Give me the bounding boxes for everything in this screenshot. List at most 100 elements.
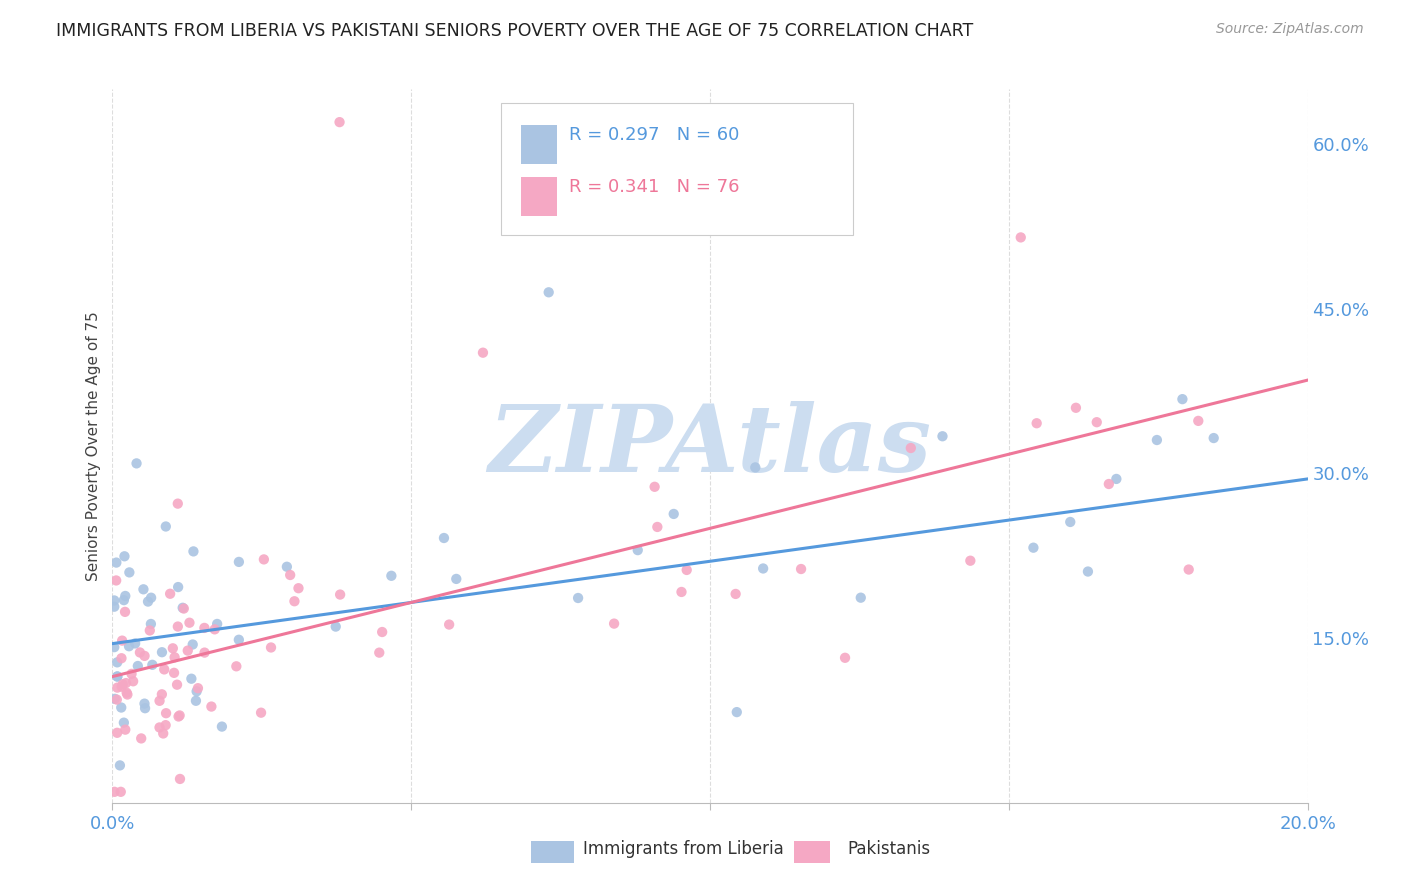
- Point: [752, 561, 775, 575]
- Point: [228, 555, 250, 569]
- Point: [184, 694, 207, 708]
- Point: [662, 507, 685, 521]
- Point: [163, 650, 186, 665]
- Point: [644, 480, 666, 494]
- Point: [647, 520, 669, 534]
- Point: [110, 651, 132, 665]
- Point: [121, 666, 143, 681]
- Point: [162, 641, 184, 656]
- Point: [834, 650, 856, 665]
- Point: [103, 593, 125, 607]
- Point: [105, 726, 128, 740]
- Point: [139, 591, 162, 605]
- Point: [115, 686, 138, 700]
- Point: [1085, 415, 1108, 429]
- Point: [110, 785, 132, 799]
- Text: Pakistanis: Pakistanis: [848, 840, 931, 858]
- Point: [1171, 392, 1194, 406]
- Point: [204, 623, 226, 637]
- Point: [139, 617, 162, 632]
- Point: [180, 672, 202, 686]
- Point: [725, 705, 748, 719]
- Point: [172, 600, 194, 615]
- Text: ZIPAtlas: ZIPAtlas: [488, 401, 932, 491]
- Text: Immigrants from Liberia: Immigrants from Liberia: [583, 840, 785, 858]
- Point: [567, 591, 589, 605]
- Text: R = 0.297   N = 60: R = 0.297 N = 60: [569, 127, 740, 145]
- Point: [537, 285, 560, 300]
- Point: [253, 552, 276, 566]
- Point: [105, 669, 128, 683]
- Point: [173, 601, 195, 615]
- Point: [211, 720, 233, 734]
- Point: [446, 572, 468, 586]
- FancyBboxPatch shape: [522, 125, 557, 164]
- Point: [166, 619, 188, 633]
- Point: [368, 646, 391, 660]
- Point: [225, 659, 247, 673]
- FancyBboxPatch shape: [501, 103, 853, 235]
- Point: [328, 115, 352, 129]
- Point: [148, 721, 170, 735]
- Point: [141, 657, 163, 672]
- Point: [105, 681, 128, 695]
- Point: [134, 648, 156, 663]
- Point: [287, 581, 309, 595]
- Point: [103, 640, 125, 655]
- Point: [167, 709, 190, 723]
- Point: [1059, 515, 1081, 529]
- Point: [1105, 472, 1128, 486]
- Point: [1010, 230, 1032, 244]
- Point: [105, 692, 128, 706]
- Point: [103, 785, 125, 799]
- Point: [114, 589, 136, 603]
- Point: [1022, 541, 1045, 555]
- Text: R = 0.341   N = 76: R = 0.341 N = 76: [569, 178, 740, 196]
- Point: [1177, 562, 1199, 576]
- Point: [122, 674, 145, 689]
- Point: [115, 676, 138, 690]
- Point: [276, 559, 298, 574]
- Point: [169, 772, 191, 786]
- Point: [118, 639, 141, 653]
- Point: [112, 593, 135, 607]
- Point: [166, 678, 188, 692]
- Point: [129, 731, 152, 746]
- Point: [1025, 416, 1047, 430]
- Point: [155, 718, 177, 732]
- Point: [134, 701, 156, 715]
- Point: [179, 615, 201, 630]
- Point: [163, 665, 186, 680]
- Point: [250, 706, 273, 720]
- Point: [671, 585, 693, 599]
- Point: [260, 640, 283, 655]
- Point: [627, 543, 650, 558]
- Point: [1064, 401, 1087, 415]
- Point: [105, 574, 128, 588]
- Point: [183, 544, 205, 558]
- Point: [104, 691, 127, 706]
- Point: [105, 556, 128, 570]
- Point: [186, 684, 208, 698]
- Point: [1202, 431, 1225, 445]
- Point: [124, 636, 146, 650]
- Point: [603, 616, 626, 631]
- Point: [114, 549, 136, 564]
- Text: IMMIGRANTS FROM LIBERIA VS PAKISTANI SENIORS POVERTY OVER THE AGE OF 75 CORRELAT: IMMIGRANTS FROM LIBERIA VS PAKISTANI SEN…: [56, 22, 973, 40]
- Point: [325, 619, 347, 633]
- Point: [433, 531, 456, 545]
- Point: [155, 519, 177, 533]
- Point: [675, 563, 697, 577]
- Point: [193, 646, 215, 660]
- Point: [110, 700, 132, 714]
- Point: [136, 594, 159, 608]
- Point: [1077, 565, 1099, 579]
- Point: [193, 621, 215, 635]
- Point: [278, 568, 301, 582]
- Point: [150, 687, 173, 701]
- Point: [111, 633, 134, 648]
- Point: [849, 591, 872, 605]
- Point: [724, 587, 747, 601]
- Point: [959, 554, 981, 568]
- Point: [103, 599, 125, 614]
